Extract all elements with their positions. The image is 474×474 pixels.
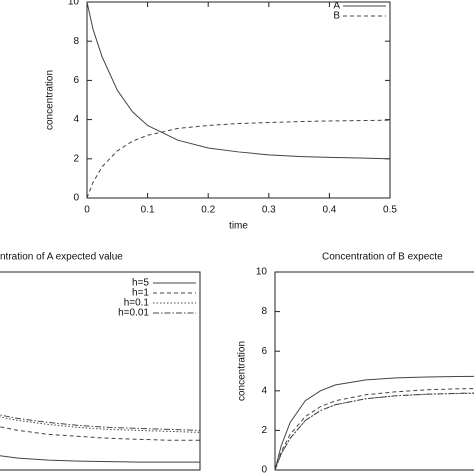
chart-title: ntration of A expected value: [0, 252, 123, 263]
x-tick-label: 0.4: [322, 205, 336, 216]
y-tick-label: 8: [73, 36, 79, 47]
x-tick-label: 0.2: [201, 205, 215, 216]
series-line: [0, 416, 201, 433]
legend-label: B: [333, 11, 340, 22]
series-line: [0, 426, 200, 441]
legend-label: A: [333, 1, 340, 12]
plot-frame: [86, 1, 391, 199]
legend-label: h=5: [132, 278, 149, 289]
x-tick-label: 0.5: [383, 205, 397, 216]
series-line: [274, 375, 474, 471]
y-tick-label: 0: [261, 465, 267, 474]
plot-frame: [274, 271, 474, 471]
y-tick-label: 4: [261, 385, 267, 396]
series-line: [274, 392, 474, 471]
x-tick-label: 0.3: [262, 205, 276, 216]
y-tick-label: 10: [68, 0, 80, 8]
x-axis-label: time: [229, 221, 248, 232]
x-tick-label: 0: [84, 205, 90, 216]
legend-label: h=0.01: [118, 308, 149, 319]
series-line: [0, 414, 201, 431]
y-tick-label: 6: [261, 346, 267, 357]
series-line: [0, 455, 200, 463]
y-tick-label: 0: [73, 193, 79, 204]
series-line: [86, 119, 391, 199]
y-tick-label: 10: [256, 267, 268, 278]
y-tick-label: 8: [261, 306, 267, 317]
series-line: [274, 392, 474, 471]
series-line: [86, 1, 391, 160]
y-tick-label: 6: [73, 75, 79, 86]
y-axis-label: concentration: [45, 70, 56, 130]
legend-label: h=1: [132, 288, 149, 299]
y-axis-label: concentration: [237, 341, 248, 401]
y-tick-label: 2: [73, 153, 79, 164]
legend-label: h=0.1: [124, 298, 150, 309]
plot-frame: [0, 271, 201, 471]
x-tick-label: 0.1: [141, 205, 155, 216]
series-line: [274, 388, 474, 471]
chart-title: Concentration of B expecte: [322, 252, 443, 263]
y-tick-label: 2: [261, 425, 267, 436]
y-tick-label: 4: [73, 114, 79, 125]
